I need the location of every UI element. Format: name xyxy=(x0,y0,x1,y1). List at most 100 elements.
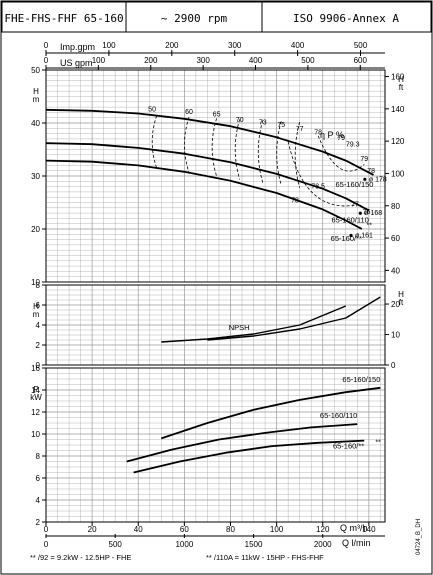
q-m3h-tick-label: 20 xyxy=(88,525,97,534)
y-axis-unit: kW xyxy=(30,393,42,402)
q-lmin-tick-label: 1000 xyxy=(175,540,193,549)
us-gpm-label: US gpm xyxy=(60,58,93,68)
us-tick-label: 500 xyxy=(301,56,315,65)
series-label: 65-160/110 xyxy=(320,411,357,420)
efficiency-label: 78 xyxy=(291,198,299,205)
series-curve xyxy=(45,159,363,230)
imp-tick-label: 0 xyxy=(44,41,49,50)
imp-tick-label: 500 xyxy=(354,41,368,50)
y-axis-unit: m xyxy=(33,310,40,319)
panel-power: 2 4 6 8 10 12 14 16 PkW 65-160/150 65-160/110 65-16… xyxy=(30,364,386,527)
y-tick-label: 10 xyxy=(31,430,40,439)
npsh-label: NPSH xyxy=(229,323,250,332)
y-tick-label: 6 xyxy=(36,301,41,310)
imp-gpm-label: Imp.gpm xyxy=(60,42,95,52)
y2-tick-label: 160 xyxy=(391,73,405,82)
efficiency-label: 78.5 xyxy=(311,184,325,191)
series-label: 65-160/110 xyxy=(331,215,368,224)
power-note: ** xyxy=(375,440,381,447)
chart-panels: 1020304050Hm406080100120140160Hft65-160/… xyxy=(30,66,405,527)
y2-tick-label: 80 xyxy=(391,202,400,211)
y-axis-symbol: H xyxy=(33,87,39,96)
y2-tick-label: 120 xyxy=(391,137,405,146)
imp-tick-label: 300 xyxy=(228,41,242,50)
us-tick-label: 400 xyxy=(249,56,263,65)
series-curve xyxy=(45,108,374,176)
header-speed: ~ 2900 rpm xyxy=(161,12,228,25)
iso-efficiency-arc xyxy=(151,115,158,169)
efficiency-label: 75 xyxy=(363,209,371,216)
q-m3h-tick-label: 120 xyxy=(316,525,330,534)
impeller-diameter-label: ø 161 xyxy=(355,232,373,239)
efficiency-label: 77 xyxy=(296,126,304,133)
y-axis-unit: m xyxy=(33,95,40,104)
iso-efficiency-arc xyxy=(294,122,301,188)
efficiency-label: 78 xyxy=(314,130,322,137)
series-label: 65-160/** xyxy=(333,442,364,451)
header-bar: FHE-FHS-FHF 65-160 ~ 2900 rpm ISO 9906-A… xyxy=(1,1,432,33)
y2-tick-label: 100 xyxy=(391,169,405,178)
us-tick-label: 0 xyxy=(44,56,49,65)
y2-tick-label: 20 xyxy=(391,300,400,309)
q-m3h-tick-label: 80 xyxy=(226,525,235,534)
efficiency-label: 79 xyxy=(360,156,368,163)
iso-efficiency-arc xyxy=(317,135,365,172)
y2-axis-symbol: H xyxy=(398,75,404,84)
us-tick-label: 200 xyxy=(144,56,158,65)
y2-axis-unit: ft xyxy=(399,83,404,92)
series-curve xyxy=(45,142,370,212)
impeller-diameter-label: ø 168 xyxy=(364,210,382,217)
side-code: 04724_B_DH xyxy=(416,519,422,555)
imp-tick-label: 400 xyxy=(291,41,305,50)
efficiency-symbol: η P % xyxy=(320,130,344,140)
efficiency-label: 65 xyxy=(213,112,221,119)
y-axis-symbol: H xyxy=(33,302,39,311)
q-m3h-tick-label: 140 xyxy=(362,525,376,534)
efficiency-label: 73 xyxy=(259,120,267,127)
y-tick-label: 14 xyxy=(31,386,40,395)
series-label: 65-160/150 xyxy=(342,375,380,384)
footnote-right: ** /110A = 11kW - 15HP - FHS-FHF xyxy=(206,553,324,562)
q-lmin-label: Q l/min xyxy=(342,538,371,548)
q-m3h-tick-label: 100 xyxy=(270,525,284,534)
y-tick-label: 4 xyxy=(36,321,41,330)
header-standard: ISO 9906-Annex A xyxy=(293,12,399,25)
iso-efficiency-arc xyxy=(287,141,356,207)
top-flow-axes: Imp.gpm US gpm 0 100 200 300 400 500 0 100 200 30… xyxy=(44,41,385,70)
imp-tick-label: 100 xyxy=(102,41,116,50)
panel-frame xyxy=(45,367,386,523)
series-label: 65-160/** xyxy=(331,234,362,243)
y-tick-label: 0 xyxy=(36,361,41,370)
q-m3h-label: Q m³/h xyxy=(340,523,368,533)
efficiency-label: 77 xyxy=(351,202,359,209)
y-tick-label: 8 xyxy=(36,281,41,290)
efficiency-label: 79.3 xyxy=(346,141,360,148)
header-model: FHE-FHS-FHF 65-160 xyxy=(4,12,123,25)
q-m3h-tick-label: 0 xyxy=(44,525,49,534)
y-tick-label: 50 xyxy=(31,66,40,75)
efficiency-label: 75 xyxy=(277,122,285,129)
y-tick-label: 10 xyxy=(31,278,40,287)
q-lmin-tick-label: 2000 xyxy=(314,540,332,549)
series-curve xyxy=(161,386,381,440)
panel-head: 1020304050Hm406080100120140160Hft65-160/… xyxy=(31,66,405,287)
iso-efficiency-arc xyxy=(257,120,264,183)
series-curve xyxy=(161,305,347,343)
y2-tick-label: 140 xyxy=(391,105,405,114)
series-label: 65-160/150 xyxy=(336,180,374,189)
efficiency-label: 79 xyxy=(337,135,345,142)
y2-tick-label: 0 xyxy=(391,361,396,370)
bottom-flow-axes: Q m³/h Q l/min 0 20 40 60 80 100 120 140 0 500 100… xyxy=(44,522,385,549)
footnote-left: ** /92 = 9.2kW - 12.5HP - FHE xyxy=(30,553,131,562)
y-tick-label: 16 xyxy=(31,364,40,373)
diameter-marker xyxy=(363,177,367,181)
y2-tick-label: 10 xyxy=(391,331,400,340)
y2-axis-symbol: H xyxy=(398,290,404,299)
us-tick-label: 300 xyxy=(196,56,210,65)
y-tick-label: 30 xyxy=(31,172,40,181)
q-m3h-tick-label: 60 xyxy=(180,525,189,534)
imp-tick-label: 200 xyxy=(165,41,179,50)
y-tick-label: 6 xyxy=(36,474,41,483)
